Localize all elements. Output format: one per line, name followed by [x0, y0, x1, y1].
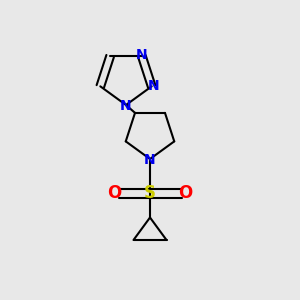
- Text: O: O: [178, 184, 193, 202]
- Text: O: O: [107, 184, 122, 202]
- Text: N: N: [144, 154, 156, 167]
- Text: S: S: [144, 184, 156, 202]
- Text: N: N: [136, 48, 148, 62]
- Text: N: N: [120, 100, 132, 113]
- Text: N: N: [147, 79, 159, 93]
